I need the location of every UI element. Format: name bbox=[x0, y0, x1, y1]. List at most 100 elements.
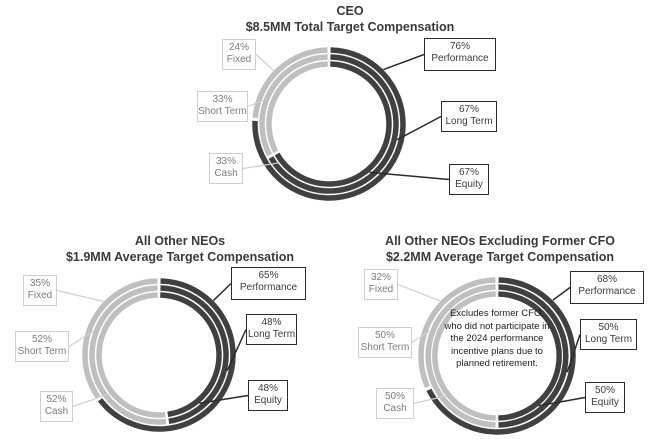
leader-line-cash bbox=[413, 395, 446, 405]
callout-cash: 33% Cash bbox=[209, 153, 243, 184]
callout-label: Cash bbox=[214, 168, 238, 179]
ring-segment-equity bbox=[498, 291, 562, 421]
ring-segment-fixed bbox=[82, 278, 158, 399]
ring-segment-long-term bbox=[498, 284, 569, 428]
callout-percent: 32% bbox=[370, 272, 391, 283]
leader-line-long-term bbox=[226, 329, 247, 372]
leader-line-short-term bbox=[411, 330, 430, 344]
callout-percent: 48% bbox=[257, 383, 278, 394]
leader-line-fixed bbox=[397, 283, 441, 302]
ring-segment-performance bbox=[426, 277, 576, 435]
callout-label: Short Term bbox=[17, 346, 67, 357]
callout-long-term: 48% Long Term bbox=[246, 314, 297, 345]
callout-percent: 50% bbox=[384, 391, 405, 402]
chart-subtitle-line: $1.9MM Average Target Compensation bbox=[65, 250, 295, 264]
ring-segment-long-term bbox=[160, 285, 229, 425]
callout-label: Fixed bbox=[368, 284, 394, 295]
chart-title-other-neos: All Other NEOs $1.9MM Average Target Com… bbox=[30, 233, 330, 265]
callout-percent: 67% bbox=[458, 167, 479, 178]
callout-label: Fixed bbox=[27, 290, 53, 301]
callout-percent: 33% bbox=[215, 156, 236, 167]
callout-performance: 76% Performance bbox=[424, 38, 496, 71]
callout-equity: 48% Equity bbox=[248, 380, 288, 411]
callout-label: Short Term bbox=[360, 342, 410, 353]
callout-performance: 65% Performance bbox=[231, 267, 306, 300]
callout-percent: 24% bbox=[228, 42, 249, 53]
callout-label: Equity bbox=[591, 397, 619, 408]
callout-percent: 50% bbox=[598, 322, 619, 333]
ring-segment-cash bbox=[432, 291, 496, 421]
callout-fixed: 32% Fixed bbox=[364, 269, 398, 300]
leader-line-performance bbox=[212, 282, 232, 302]
callout-label: Performance bbox=[431, 53, 489, 64]
ring-segment-cash bbox=[96, 292, 166, 418]
callout-cash: 50% Cash bbox=[376, 388, 414, 419]
callout-percent: 50% bbox=[594, 385, 615, 396]
callout-short-term: 33% Short Term bbox=[197, 91, 248, 122]
callout-label: Equity bbox=[455, 179, 483, 190]
ring-segment-performance bbox=[252, 47, 406, 201]
leader-line-fixed bbox=[56, 289, 104, 303]
leader-line-fixed bbox=[255, 54, 275, 71]
callout-percent: 67% bbox=[458, 104, 479, 115]
leader-line-cash bbox=[242, 162, 280, 170]
leader-line-cash bbox=[72, 393, 110, 408]
leader-line-long-term bbox=[396, 115, 442, 141]
callout-short-term: 52% Short Term bbox=[15, 331, 69, 362]
ring-segment-fixed bbox=[252, 47, 328, 119]
callout-percent: 50% bbox=[374, 330, 395, 341]
callout-percent: 35% bbox=[29, 278, 50, 289]
leader-line-performance bbox=[552, 286, 571, 301]
leader-line-short-term bbox=[68, 330, 94, 348]
callout-long-term: 50% Long Term bbox=[580, 319, 637, 350]
callout-label: Long Term bbox=[247, 329, 296, 340]
chart-subtitle-line: $8.5MM Total Target Compensation bbox=[245, 20, 455, 34]
callout-fixed: 35% Fixed bbox=[23, 275, 57, 306]
callout-percent: 48% bbox=[261, 317, 282, 328]
callout-label: Long Term bbox=[445, 116, 493, 127]
callout-label: Cash bbox=[383, 403, 407, 414]
chart-title-line: All Other NEOs Excluding Former CFO bbox=[385, 234, 615, 248]
ring-segment-performance bbox=[97, 278, 236, 432]
chart-title-excluding-cfo: All Other NEOs Excluding Former CFO $2.2… bbox=[335, 233, 661, 265]
chart-subtitle-line: $2.2MM Average Target Compensation bbox=[385, 250, 615, 264]
ring-segment-cash bbox=[266, 61, 328, 154]
callout-short-term: 50% Short Term bbox=[358, 327, 412, 358]
callout-label: Short Term bbox=[198, 106, 247, 117]
ring-segment-long-term bbox=[268, 54, 399, 194]
callout-percent: 33% bbox=[212, 94, 233, 105]
callout-equity: 67% Equity bbox=[449, 164, 489, 195]
callout-percent: 76% bbox=[449, 41, 470, 52]
ring-segment-short-term bbox=[425, 284, 496, 428]
chart-title-ceo: CEO $8.5MM Total Target Compensation bbox=[200, 3, 500, 35]
callout-percent: 68% bbox=[596, 274, 617, 285]
callout-label: Performance bbox=[239, 282, 298, 293]
leader-line-equity bbox=[199, 394, 249, 405]
ring-segment-equity bbox=[160, 292, 222, 418]
leader-line-short-term bbox=[247, 99, 264, 108]
chart-title-line: All Other NEOs bbox=[134, 234, 226, 248]
callout-equity: 50% Equity bbox=[585, 382, 625, 413]
callout-long-term: 67% Long Term bbox=[441, 101, 497, 132]
leader-line-equity bbox=[369, 171, 450, 181]
callout-cash: 52% Cash bbox=[40, 391, 73, 422]
callout-percent: 52% bbox=[31, 334, 52, 345]
callout-label: Performance bbox=[578, 286, 636, 297]
callout-label: Cash bbox=[44, 406, 69, 417]
ring-segment-short-term bbox=[89, 285, 167, 425]
callout-label: Fixed bbox=[226, 54, 252, 65]
chart-title-line: CEO bbox=[336, 4, 364, 18]
ring-segment-short-term bbox=[259, 54, 328, 157]
leader-line-equity bbox=[538, 396, 586, 407]
callout-label: Long Term bbox=[584, 334, 633, 345]
ring-segment-fixed bbox=[418, 277, 496, 389]
callout-percent: 52% bbox=[46, 394, 67, 405]
callout-label: Equity bbox=[254, 395, 282, 406]
callout-fixed: 24% Fixed bbox=[222, 39, 256, 70]
callout-performance: 68% Performance bbox=[570, 271, 644, 304]
leader-line-long-term bbox=[566, 334, 581, 373]
callout-percent: 65% bbox=[258, 270, 279, 281]
excludes-cfo-note: Excludes former CFO, who did not partici… bbox=[444, 308, 550, 369]
leader-line-performance bbox=[383, 53, 425, 71]
